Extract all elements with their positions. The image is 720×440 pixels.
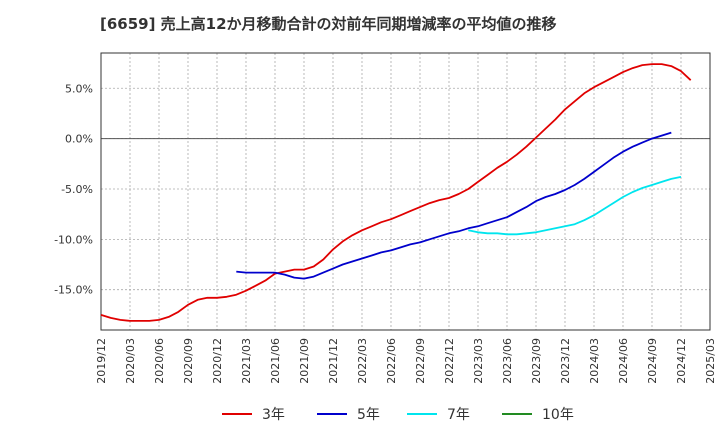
x-tick-label: 2020/03: [124, 338, 137, 384]
x-axis-ticks: 2019/12 2020/03 2020/06 2020/09 2020/12 2021/…: [95, 338, 717, 384]
y-tick-label: -10.0%: [54, 233, 93, 246]
legend-label-2: 7年: [447, 407, 470, 423]
series-line-0: [100, 63, 692, 322]
series-line-2: [468, 176, 682, 236]
x-tick-label: 2022/09: [414, 338, 427, 384]
legend-label-1: 5年: [357, 407, 380, 423]
legend-label-3: 10年: [542, 407, 574, 423]
x-tick-label: 2024/03: [588, 338, 601, 384]
legend-label-0: 3年: [262, 407, 285, 423]
x-tick-label: 2022/12: [443, 338, 456, 384]
y-tick-label: 5.0%: [65, 82, 93, 95]
legend: 3年 5年 7年 10年: [222, 407, 574, 423]
x-tick-label: 2024/06: [617, 338, 630, 384]
x-tick-label: 2025/03: [704, 338, 717, 384]
x-tick-label: 2021/12: [327, 338, 340, 384]
chart-title: [6659] 売上高12か月移動合計の対前年同期増減率の平均値の推移: [100, 15, 557, 33]
x-tick-label: 2022/06: [385, 338, 398, 384]
x-tick-label: 2020/09: [182, 338, 195, 384]
y-tick-label: 0.0%: [65, 133, 93, 146]
y-axis-ticks: 5.0% 0.0% -5.0% -10.0% -15.0%: [54, 82, 93, 296]
x-tick-label: 2023/06: [501, 338, 514, 384]
x-tick-label: 2021/09: [298, 338, 311, 384]
x-tick-label: 2024/12: [675, 338, 688, 384]
x-tick-label: 2023/09: [530, 338, 543, 384]
y-tick-label: -5.0%: [61, 183, 93, 196]
x-tick-label: 2022/03: [356, 338, 369, 384]
y-tick-label: -15.0%: [54, 284, 93, 297]
x-tick-label: 2023/03: [472, 338, 485, 384]
x-tick-label: 2024/09: [646, 338, 659, 384]
series-layer: [100, 63, 692, 322]
grid-layer: [101, 53, 710, 330]
x-tick-label: 2019/12: [95, 338, 108, 384]
plot-frame: [100, 52, 711, 331]
x-tick-label: 2020/06: [153, 338, 166, 384]
x-tick-label: 2021/06: [269, 338, 282, 384]
x-tick-label: 2023/12: [559, 338, 572, 384]
x-tick-label: 2020/12: [211, 338, 224, 384]
series-line-1: [236, 131, 672, 280]
x-tick-label: 2021/03: [240, 338, 253, 384]
